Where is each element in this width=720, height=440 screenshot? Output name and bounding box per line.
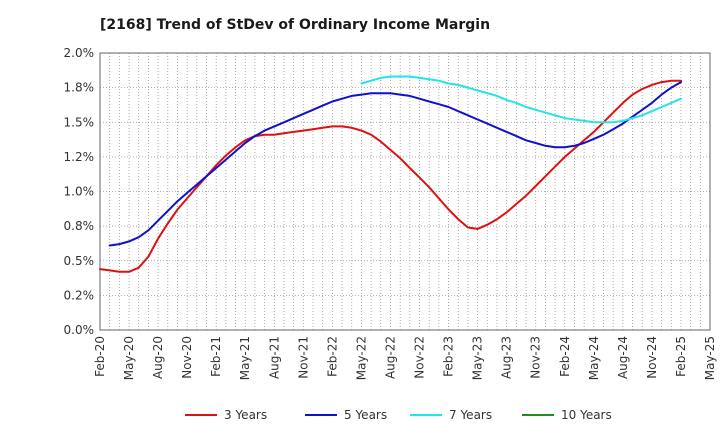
x-tick-label: Feb-25 [674, 336, 688, 377]
legend-label: 5 Years [344, 408, 387, 422]
y-tick-label: 0.5% [64, 254, 95, 268]
y-tick-label: 1.5% [64, 115, 95, 129]
x-tick-label: May-20 [122, 336, 136, 380]
series-line-5-years [108, 81, 682, 247]
plot-frame [99, 52, 711, 331]
y-tick-label: 1.2% [64, 150, 95, 164]
x-tick-label: Aug-23 [500, 336, 514, 379]
y-tick-label: 1.8% [64, 81, 95, 95]
series-line-7-years [360, 75, 682, 124]
y-tick-label: 0.0% [64, 323, 95, 337]
legend-label: 7 Years [449, 408, 492, 422]
legend-label: 3 Years [224, 408, 267, 422]
x-tick-label: Feb-20 [93, 336, 107, 377]
x-tick-label: Feb-23 [442, 336, 456, 377]
x-tick-label: Feb-24 [558, 336, 572, 377]
x-tick-label: Nov-21 [296, 336, 310, 379]
legend-label: 10 Years [561, 408, 612, 422]
x-tick-label: Nov-24 [645, 336, 659, 379]
x-tick-label: Aug-20 [151, 336, 165, 379]
y-tick-label: 2.0% [64, 46, 95, 60]
y-tick-label: 1.0% [64, 185, 95, 199]
x-tick-label: Feb-22 [325, 336, 339, 377]
x-tick-label: Aug-21 [267, 336, 281, 379]
y-tick-label: 0.8% [64, 219, 95, 233]
plot-area: 0.0% 0.2% 0.5% 0.8% 1.0% 1.2% 1.5% 1.8% 2.0% Feb-… [64, 46, 718, 380]
chart-title: [2168] Trend of StDev of Ordinary Income… [100, 17, 490, 33]
x-tick-label: May-23 [471, 336, 485, 380]
series-line-3-years [99, 79, 682, 273]
x-tick-label: May-21 [238, 336, 252, 380]
x-tick-label: Nov-20 [180, 336, 194, 379]
x-tick-label: May-25 [703, 336, 717, 380]
x-tick-label: Feb-21 [209, 336, 223, 377]
x-tick-label: May-24 [587, 336, 601, 380]
plot-background [100, 53, 710, 330]
x-tick-label: Aug-22 [383, 336, 397, 379]
x-tick-label: Aug-24 [616, 336, 630, 379]
x-tick-label: Nov-23 [529, 336, 543, 379]
legend: 3 Years 5 Years 7 Years 10 Years [185, 408, 612, 422]
y-tick-label: 0.2% [64, 288, 95, 302]
x-tick-label: May-22 [354, 336, 368, 380]
x-tick-label: Nov-22 [413, 336, 427, 379]
